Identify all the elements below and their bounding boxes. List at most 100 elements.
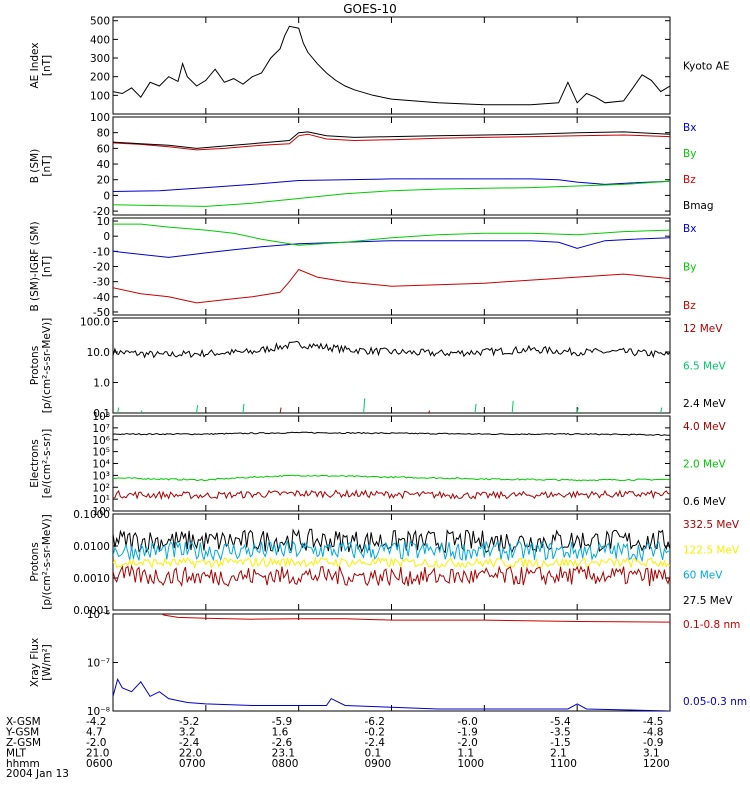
series-line-By [113, 180, 670, 207]
y-tick-label: 10 [97, 216, 110, 228]
y-tick-label: 10⁸ [92, 411, 110, 423]
y-tick-label: 200 [90, 72, 110, 84]
series-line-4.0 MeV [113, 489, 670, 501]
y-tick-label: 100 [90, 90, 110, 102]
series-line-27.5 MeV [113, 528, 670, 554]
panel-frame [112, 415, 671, 512]
series-line-Bx [113, 178, 670, 192]
y-axis-label-line: [W/m²] [41, 644, 53, 681]
series-group [113, 431, 670, 501]
legend-entry: 6.5 MeV [683, 361, 727, 373]
ephemeris-value: 0900 [365, 758, 392, 770]
ephemeris-label: hhmm [6, 758, 40, 770]
ephemeris-value: 3.1 [643, 748, 660, 760]
legend-entry: 2.0 MeV [683, 459, 727, 471]
y-tick-label: 10² [92, 482, 110, 494]
y-tick-label: 60 [97, 143, 110, 155]
y-tick-label: -10 [93, 246, 110, 258]
ephemeris-value: 4.7 [86, 727, 103, 739]
ephemeris-value: -6.0 [457, 716, 478, 728]
series-line-Kyoto AE [113, 25, 670, 106]
series-group [113, 340, 670, 413]
legend-entry: 12 MeV [683, 323, 723, 335]
y-tick-label: 100.0 [80, 316, 110, 328]
series-spike-6.5 MeV [660, 407, 663, 413]
series-line-2.0 MeV [113, 474, 670, 482]
ephemeris-value: -4.8 [643, 727, 664, 739]
legend-entry: Bz [683, 300, 696, 312]
legend-entry: Bx [683, 223, 696, 235]
y-axis-label-line: AE Index [29, 42, 41, 88]
series-line-332.5 MeV [113, 564, 670, 588]
series-spike-6.5 MeV [576, 407, 579, 413]
y-tick-label: 0.0001 [73, 605, 110, 617]
ephemeris-value: 22.0 [179, 748, 202, 760]
y-tick-label: 10³ [92, 470, 110, 482]
y-axis-label-line: [nT] [41, 155, 53, 176]
panel-frame [112, 116, 671, 216]
y-tick-label: 0.1000 [73, 509, 110, 521]
ephemeris-value: -2.6 [272, 737, 293, 749]
series-spike-6.5 MeV [196, 405, 199, 413]
panel-b: -20 0 20 40 60 80 100 B (SM)[nT] Bx By Bz Bmag [29, 112, 714, 218]
y-axis-label: Xray Flux[W/m²] [29, 638, 53, 687]
legend-entry: 2.4 MeV [683, 398, 727, 410]
y-tick-label: -50 [93, 307, 110, 319]
ephemeris-value: -0.2 [365, 727, 386, 739]
series-line-By [113, 223, 670, 246]
ephemeris-value: -4.2 [86, 716, 107, 728]
ephemeris-value: 3.2 [179, 727, 196, 739]
y-tick-label: 10⁷ [92, 423, 110, 435]
y-axis-label-line: Protons [29, 542, 41, 581]
series-line-Bx [113, 237, 670, 258]
y-tick-label: 1.0 [93, 377, 110, 389]
y-tick-label: 10.0 [87, 347, 110, 359]
series-group [113, 131, 670, 207]
legend-entry: Bmag [683, 200, 714, 212]
y-axis-label-line: [nT] [41, 256, 53, 277]
y-tick-label: 0 [103, 231, 110, 243]
y-tick-label: -40 [93, 292, 110, 304]
y-axis-label-line: B (SM)-IGRF (SM) [29, 221, 41, 311]
y-tick-label: 0 [103, 190, 110, 202]
y-tick-label: 400 [90, 34, 110, 46]
y-tick-label: 0.0010 [73, 573, 110, 585]
ephemeris-value: 2.1 [550, 748, 567, 760]
ephemeris-label: Z-GSM [6, 737, 41, 749]
ephemeris-value: -1.5 [550, 737, 571, 749]
y-tick-label: 10⁰ [92, 506, 110, 518]
y-tick-label: 10⁻⁸ [87, 706, 110, 718]
ephemeris-value: 1200 [643, 758, 670, 770]
date-label: 2004 Jan 13 [6, 768, 69, 780]
series-group [113, 25, 670, 106]
y-tick-label: -20 [93, 262, 110, 274]
y-axis-label: Electrons[e/(cm²-s-sr)] [29, 429, 53, 498]
y-axis-label-line: [p/(cm²-s-sr-MeV)] [41, 318, 53, 413]
y-axis-label-line: Electrons [29, 439, 41, 488]
y-tick-label: 100 [90, 112, 110, 124]
y-tick-label: 500 [90, 16, 110, 28]
panel-bdiff: -50 -40 -30 -20 -10 0 10 B (SM)-IGRF (SM)[nT] Bx… [29, 216, 696, 319]
series-spike-12 MeV [428, 410, 431, 413]
y-tick-label: 10⁵ [92, 447, 110, 459]
ephemeris-value: -3.5 [550, 727, 571, 739]
ephemeris-value: 0800 [272, 758, 299, 770]
ephemeris-value: -4.5 [643, 716, 664, 728]
series-spike-6.5 MeV [140, 410, 143, 413]
legend-entry: 122.5 MeV [683, 544, 740, 556]
ephemeris-value: -0.9 [643, 737, 664, 749]
ephemeris-value: 1100 [550, 758, 577, 770]
y-axis-label-line: Protons [29, 346, 41, 385]
ephemeris-value: 1.6 [272, 727, 289, 739]
series-group [113, 614, 670, 711]
ephemeris-value: 0700 [179, 758, 206, 770]
y-axis-label-line: [e/(cm²-s-sr)] [41, 429, 53, 498]
ephemeris-value: -5.4 [550, 716, 571, 728]
y-tick-label: 300 [90, 53, 110, 65]
panel-xray: 10⁻⁸ 10⁻⁷ 10⁻⁶ Xray Flux[W/m²] 0.1-0.8 nm 0.0… [29, 609, 747, 718]
series-spike-6.5 MeV [363, 398, 366, 413]
y-tick-label: 10¹ [92, 494, 110, 506]
ephemeris-value: -6.2 [365, 716, 386, 728]
